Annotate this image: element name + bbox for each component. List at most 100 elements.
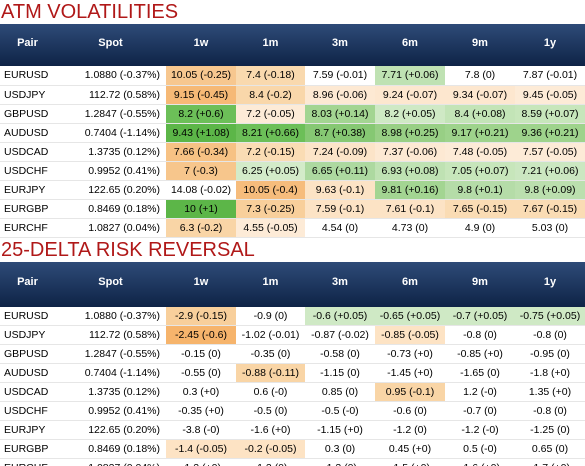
value-cell: 7.57 (-0.05) xyxy=(515,142,585,162)
value-cell: 9.15 (-0.45) xyxy=(166,85,236,105)
value-cell: 0.5 (-0) xyxy=(445,439,515,459)
value-cell: 9.36 (+0.21) xyxy=(515,123,585,143)
spot-cell: 112.72 (0.58%) xyxy=(55,85,166,105)
value-cell: -1.25 (0) xyxy=(515,420,585,440)
table-row: USDJPY 112.72 (0.58%) 9.15 (-0.45) 8.4 (-0.… xyxy=(0,85,585,105)
value-cell: -0.88 (-0.11) xyxy=(236,363,305,383)
pair-cell: GBPUSD xyxy=(0,104,55,124)
pair-cell: USDJPY xyxy=(0,85,55,105)
spot-cell: 122.65 (0.20%) xyxy=(55,420,166,440)
value-cell: 8.59 (+0.07) xyxy=(515,104,585,124)
header-spot: Spot xyxy=(55,261,166,307)
value-cell: 9.63 (-0.1) xyxy=(305,180,375,200)
table-row: EURJPY 122.65 (0.20%) 14.08 (-0.02) 10.05 (… xyxy=(0,180,585,200)
value-cell: 6.25 (+0.05) xyxy=(236,161,305,181)
value-cell: 0.45 (+0) xyxy=(375,439,445,459)
pair-cell: GBPUSD xyxy=(0,344,55,364)
header-6m: 6m xyxy=(375,24,445,66)
value-cell: 0.65 (0) xyxy=(515,439,585,459)
value-cell: 10 (+1) xyxy=(166,199,236,219)
value-cell: 7.61 (-0.1) xyxy=(375,199,445,219)
value-cell: 9.34 (-0.07) xyxy=(445,85,515,105)
spot-cell: 1.3735 (0.12%) xyxy=(55,382,166,402)
value-cell: -0.5 (-0) xyxy=(305,401,375,421)
value-cell: -1.2 (0) xyxy=(236,458,305,466)
value-cell: 8.96 (-0.06) xyxy=(305,85,375,105)
value-cell: 7.37 (-0.06) xyxy=(375,142,445,162)
value-cell: 9.43 (+1.08) xyxy=(166,123,236,143)
value-cell: -1.7 (+0) xyxy=(515,458,585,466)
value-cell: -2.45 (-0.6) xyxy=(166,325,236,345)
value-cell: 7.59 (-0.01) xyxy=(305,66,375,86)
value-cell: -0.85 (+0) xyxy=(445,344,515,364)
header-3m: 3m xyxy=(305,261,375,307)
spot-cell: 1.3735 (0.12%) xyxy=(55,142,166,162)
value-cell: -0.9 (0) xyxy=(236,306,305,326)
value-cell: 8.2 (+0.05) xyxy=(375,104,445,124)
header-9m: 9m xyxy=(445,261,515,307)
atm-body: EURUSD 1.0880 (-0.37%) 10.05 (-0.25) 7.4 (-… xyxy=(0,66,585,238)
table-row: EURUSD 1.0880 (-0.37%) 10.05 (-0.25) 7.4 (-… xyxy=(0,66,585,86)
value-cell: 7.24 (-0.09) xyxy=(305,142,375,162)
value-cell: -1.2 (0) xyxy=(375,420,445,440)
pair-cell: USDCHF xyxy=(0,401,55,421)
value-cell: -1.45 (+0) xyxy=(375,363,445,383)
pair-cell: EURGBP xyxy=(0,199,55,219)
header-pair: Pair xyxy=(0,261,55,307)
value-cell: 9.81 (+0.16) xyxy=(375,180,445,200)
value-cell: 7.71 (+0.06) xyxy=(375,66,445,86)
pair-cell: AUDUSD xyxy=(0,363,55,383)
value-cell: 9.8 (+0.09) xyxy=(515,180,585,200)
rr-title: 25-DELTA RISK REVERSAL xyxy=(1,238,255,261)
header-pair: Pair xyxy=(0,24,55,66)
value-cell: 8.03 (+0.14) xyxy=(305,104,375,124)
spot-cell: 0.7404 (-1.14%) xyxy=(55,363,166,383)
value-cell: 7.67 (-0.15) xyxy=(515,199,585,219)
rr-table: Pair Spot 1w 1m 3m 6m 9m 1y EURUSD 1.0880… xyxy=(0,261,585,466)
header-spot: Spot xyxy=(55,24,166,66)
value-cell: -0.6 (0) xyxy=(375,401,445,421)
spot-cell: 122.65 (0.20%) xyxy=(55,180,166,200)
value-cell: -3.8 (-0) xyxy=(166,420,236,440)
table-row: USDCHF 0.9952 (0.41%) 7 (-0.3) 6.25 (+0.05)… xyxy=(0,161,585,181)
pair-cell: EURJPY xyxy=(0,180,55,200)
value-cell: 6.93 (+0.08) xyxy=(375,161,445,181)
value-cell: -0.35 (+0) xyxy=(166,401,236,421)
pair-cell: EURUSD xyxy=(0,306,55,326)
table-row: EURJPY 122.65 (0.20%) -3.8 (-0) -1.6 (+0) -1… xyxy=(0,420,585,440)
value-cell: 7.4 (-0.18) xyxy=(236,66,305,86)
value-cell: 7.05 (+0.07) xyxy=(445,161,515,181)
table-row: USDCAD 1.3735 (0.12%) 7.66 (-0.34) 7.2 (-0.… xyxy=(0,142,585,162)
pair-cell: USDJPY xyxy=(0,325,55,345)
value-cell: -1.15 (0) xyxy=(305,363,375,383)
value-cell: -2.9 (-0.15) xyxy=(166,306,236,326)
value-cell: -0.8 (0) xyxy=(515,401,585,421)
value-cell: 9.45 (-0.05) xyxy=(515,85,585,105)
value-cell: 0.3 (+0) xyxy=(166,382,236,402)
table-row: AUDUSD 0.7404 (-1.14%) -0.55 (0) -0.88 (-0.… xyxy=(0,363,585,383)
value-cell: -1.5 (+0) xyxy=(375,458,445,466)
value-cell: 10.05 (-0.25) xyxy=(166,66,236,86)
value-cell: -0.5 (0) xyxy=(236,401,305,421)
spot-cell: 112.72 (0.58%) xyxy=(55,325,166,345)
value-cell: -0.35 (0) xyxy=(236,344,305,364)
pair-cell: EURCHF xyxy=(0,218,55,238)
value-cell: 7.65 (-0.15) xyxy=(445,199,515,219)
value-cell: -1.8 (+0) xyxy=(515,363,585,383)
value-cell: 8.98 (+0.25) xyxy=(375,123,445,143)
spot-cell: 1.0827 (0.04%) xyxy=(55,218,166,238)
atm-title: ATM VOLATILITIES xyxy=(1,1,179,23)
table-row: EURGBP 0.8469 (0.18%) 10 (+1) 7.3 (-0.25) 7.… xyxy=(0,199,585,219)
value-cell: -0.6 (+0.05) xyxy=(305,306,375,326)
rr-section: 25-DELTA RISK REVERSAL Pair Spot 1w 1m 3… xyxy=(0,238,585,466)
value-cell: -0.85 (-0.05) xyxy=(375,325,445,345)
header-6m: 6m xyxy=(375,261,445,307)
value-cell: 5.03 (0) xyxy=(515,218,585,238)
header-1y: 1y xyxy=(515,261,585,307)
spot-cell: 0.9952 (0.41%) xyxy=(55,401,166,421)
rr-header-row: Pair Spot 1w 1m 3m 6m 9m 1y xyxy=(0,261,585,307)
value-cell: 9.17 (+0.21) xyxy=(445,123,515,143)
value-cell: 6.3 (-0.2) xyxy=(166,218,236,238)
spot-cell: 1.0880 (-0.37%) xyxy=(55,306,166,326)
